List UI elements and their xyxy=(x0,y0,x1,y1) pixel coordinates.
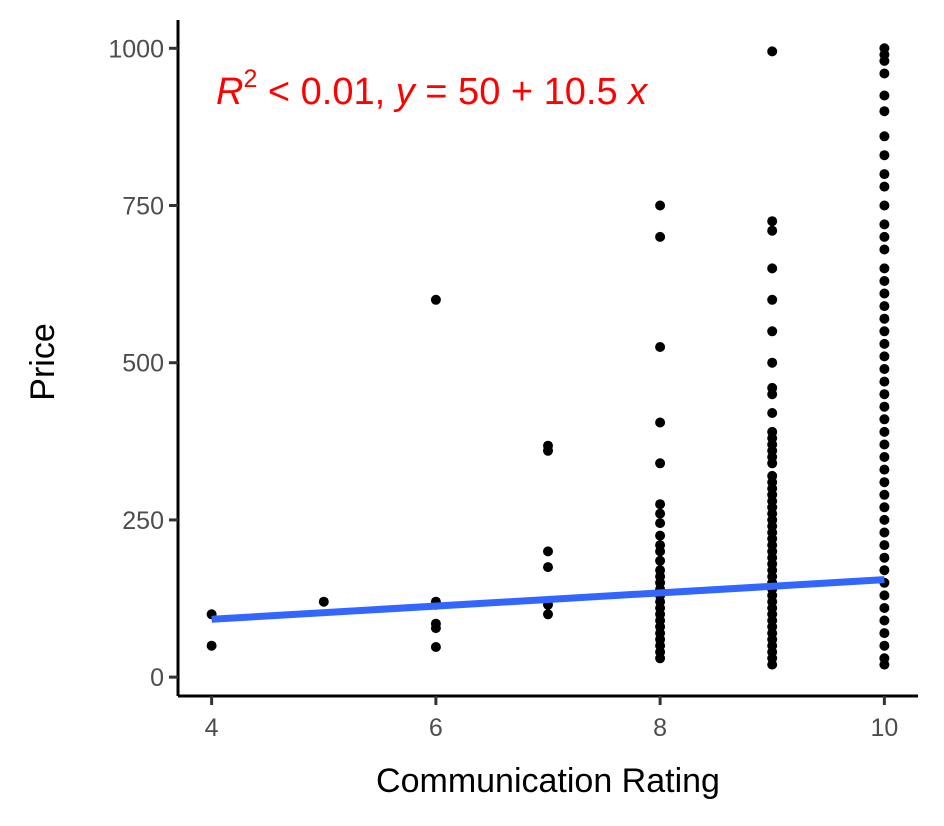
data-point xyxy=(430,294,441,305)
data-point xyxy=(879,90,890,101)
data-point xyxy=(767,326,778,337)
data-point xyxy=(879,106,890,117)
data-point xyxy=(655,653,666,664)
data-point xyxy=(655,518,666,529)
data-point xyxy=(879,301,890,312)
data-point xyxy=(655,546,666,557)
x-variable: x xyxy=(626,71,649,113)
data-point xyxy=(655,342,666,352)
data-point xyxy=(879,640,890,651)
data-point xyxy=(879,263,890,274)
x-axis-ticks: 4 6 8 10 xyxy=(205,696,898,742)
data-point xyxy=(430,623,441,634)
data-point xyxy=(879,376,890,387)
data-point xyxy=(318,596,329,607)
data-point xyxy=(879,313,890,324)
data-point xyxy=(879,414,890,425)
data-point xyxy=(655,458,666,469)
data-point xyxy=(655,508,666,519)
data-point xyxy=(879,326,890,337)
y-tick-label: 750 xyxy=(122,193,164,221)
data-point xyxy=(879,181,890,192)
r-superscript: 2 xyxy=(243,65,257,93)
data-point xyxy=(767,458,778,469)
data-point xyxy=(879,565,890,576)
data-point xyxy=(879,351,890,362)
data-point xyxy=(879,244,890,255)
data-point xyxy=(655,555,666,566)
data-point xyxy=(879,55,890,66)
data-point xyxy=(879,628,890,639)
data-point xyxy=(879,477,890,488)
data-point xyxy=(879,514,890,525)
data-point xyxy=(543,546,553,557)
y-tick-label: 250 xyxy=(122,507,164,535)
y-variable: y xyxy=(393,71,417,113)
data-point xyxy=(655,417,666,428)
data-point xyxy=(879,68,890,79)
data-point xyxy=(879,169,890,180)
data-point xyxy=(655,231,666,242)
data-point xyxy=(879,389,890,400)
r-rest: < 0.01, xyxy=(257,71,395,113)
data-point xyxy=(767,408,778,418)
data-point xyxy=(879,603,890,613)
x-tick-label: 8 xyxy=(653,714,667,742)
y-axis-title: Price xyxy=(24,323,62,400)
data-point xyxy=(879,502,890,513)
data-point xyxy=(879,489,890,500)
data-point xyxy=(655,200,666,211)
data-point xyxy=(879,338,890,349)
data-point xyxy=(879,540,890,551)
x-axis-title: Communication Rating xyxy=(376,762,720,800)
data-point xyxy=(879,590,890,601)
data-point xyxy=(879,439,890,450)
data-point xyxy=(879,288,890,299)
data-point xyxy=(767,659,778,670)
x-tick-label: 4 xyxy=(205,714,219,742)
x-tick-label: 10 xyxy=(870,714,898,742)
data-point xyxy=(879,426,890,437)
data-point xyxy=(879,452,890,462)
y-tick-label: 500 xyxy=(122,350,164,378)
data-point xyxy=(767,357,778,368)
data-point xyxy=(543,445,553,456)
y-tick-label: 1000 xyxy=(108,35,164,63)
data-point xyxy=(879,219,890,230)
data-point xyxy=(655,530,666,541)
regression-annotation: R2 < 0.01, y = 50 + 10.5 x xyxy=(216,65,649,113)
data-point xyxy=(767,389,778,400)
data-point xyxy=(655,499,666,510)
data-point xyxy=(767,294,778,305)
data-point xyxy=(767,216,778,227)
data-point xyxy=(879,200,890,211)
data-point xyxy=(879,131,890,142)
y-tick-label: 0 xyxy=(150,664,164,692)
y-axis-ticks: 0 250 500 750 1000 xyxy=(108,35,178,692)
data-point xyxy=(879,401,890,412)
data-point xyxy=(767,263,778,274)
data-point xyxy=(879,464,890,475)
data-point xyxy=(879,659,890,670)
data-point xyxy=(879,552,890,563)
regression-line xyxy=(211,576,885,623)
data-point xyxy=(430,642,441,652)
data-point xyxy=(879,276,890,286)
data-point xyxy=(879,231,890,242)
x-tick-label: 6 xyxy=(429,714,443,742)
data-point xyxy=(879,150,890,161)
data-point xyxy=(206,640,217,651)
data-point xyxy=(543,562,553,573)
points-layer xyxy=(206,43,890,670)
data-point xyxy=(767,225,778,236)
data-point xyxy=(767,46,778,57)
equation-middle: = 50 + 10.5 xyxy=(415,71,628,113)
data-point xyxy=(879,527,890,538)
data-point xyxy=(543,609,553,620)
r-label: R xyxy=(216,71,243,113)
data-point xyxy=(879,364,890,374)
data-point xyxy=(879,615,890,626)
